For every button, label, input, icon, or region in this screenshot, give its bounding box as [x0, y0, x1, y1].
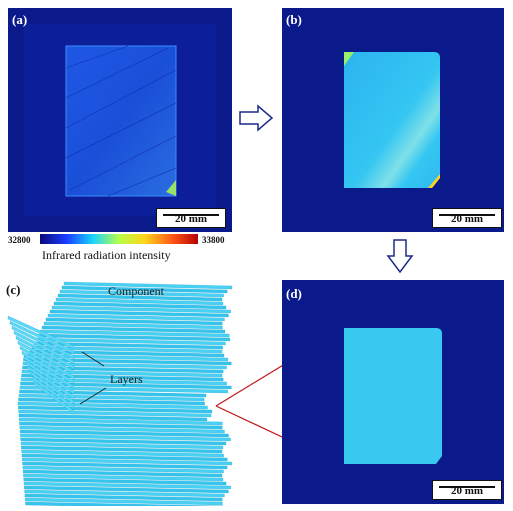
panel-d-thermal-image: (d) 20 mm: [282, 280, 504, 504]
component-label: Component: [108, 284, 164, 298]
layer-strip: [22, 461, 228, 470]
layer-strip: [63, 281, 233, 290]
panel-b-thermal-image: (b) 20 mm: [282, 8, 504, 232]
scale-bar-text: 20 mm: [450, 213, 484, 225]
layers-pointer-lines: [79, 351, 107, 405]
panel-a-label: (a): [12, 12, 28, 27]
layer-strip: [59, 289, 224, 298]
panel-b-image: [282, 8, 504, 232]
scale-bar-line: [439, 214, 495, 216]
layer-strip: [18, 413, 208, 422]
overhang-strip: [19, 345, 75, 380]
layer-strip: [22, 469, 223, 478]
colorbar: [40, 234, 198, 244]
layer-strip: [24, 493, 223, 502]
overhang-strip: [7, 315, 75, 350]
scale-bar-a: 20 mm: [156, 208, 226, 228]
panel-c-layers-image: [7, 281, 233, 510]
layer-strip: [23, 473, 224, 482]
layer-strip: [53, 301, 227, 310]
overhang-strip: [29, 370, 75, 405]
layer-strip: [18, 409, 212, 418]
overhang-strip: [15, 335, 75, 370]
layer-strip: [57, 293, 223, 302]
layer-strip: [17, 401, 208, 410]
layer-strip: [61, 285, 228, 294]
panel-d-label: (d): [286, 286, 302, 301]
layer-strip: [23, 477, 227, 486]
layer-strip: [45, 317, 223, 326]
scale-bar-d: 20 mm: [432, 480, 502, 500]
scale-bar-line: [163, 214, 219, 216]
scale-bar-text: 20 mm: [450, 485, 484, 497]
colorbar-min-label: 32800: [8, 235, 31, 245]
layer-strip: [47, 313, 225, 322]
colorbar-title: Infrared radiation intensity: [42, 248, 171, 262]
scale-bar-text: 20 mm: [174, 213, 208, 225]
overhang-strip: [31, 375, 75, 410]
overhang-strip: [11, 325, 75, 360]
layer-strip: [51, 305, 231, 314]
overhang-strip: [23, 355, 75, 390]
layer-strip: [23, 481, 231, 490]
overhang-strip: [17, 340, 75, 375]
overhang-strip: [21, 350, 75, 385]
overhang-strip: [25, 360, 75, 395]
arrow-right-icon: [239, 104, 274, 132]
scale-bar-line: [439, 486, 495, 488]
panel-c-component-view: (c) Component Layers: [4, 276, 244, 510]
panel-b-label: (b): [286, 12, 302, 27]
panel-d-image: [282, 280, 504, 504]
layer-strip: [24, 489, 225, 498]
layer-strip: [49, 309, 229, 318]
overhang-strip: [9, 320, 75, 355]
layer-strip: [55, 297, 224, 306]
layers-label: Layers: [110, 372, 143, 386]
panel-a-image: [8, 8, 232, 232]
scale-bar-b: 20 mm: [432, 208, 502, 228]
layer-strip: [24, 485, 229, 494]
panel-c-label: (c): [6, 282, 21, 297]
layer-strip: [22, 465, 224, 474]
overhang-strip: [27, 365, 75, 400]
layer-strip: [25, 497, 223, 506]
overhang-strip: [13, 330, 75, 365]
panel-a-thermal-image: (a) 20 mm: [8, 8, 232, 232]
colorbar-max-label: 33800: [202, 235, 225, 245]
arrow-down-icon: [386, 239, 414, 274]
overhang-strip: [33, 380, 75, 415]
